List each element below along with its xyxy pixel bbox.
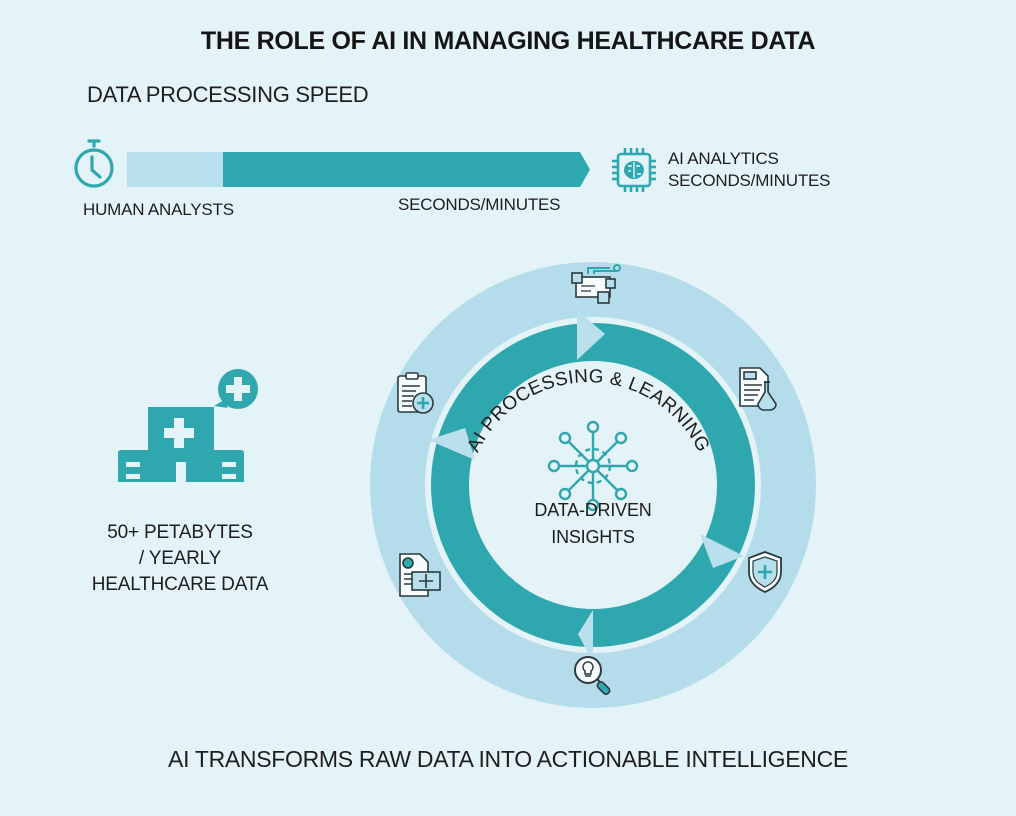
center-insights-label: DATA-DRIVEN INSIGHTS [493,497,693,551]
ai-analytics-duration: SECONDS/MINUTES [668,171,831,190]
human-analysts-label: HUMAN ANALYSTS [83,200,234,219]
cycle-arrow-left [428,428,475,460]
ai-analytics-label: AI ANALYTICS SECONDS/MINUTES [668,148,830,192]
data-volume-subject: HEALTHCARE DATA [91,574,269,595]
cycle-arrow-bottom [578,610,593,662]
bar-duration-label: SECONDS/MINUTES [398,195,561,214]
medical-record-icon [399,553,441,597]
data-volume-amount: 50+ PETABYTES [107,522,253,543]
data-volume-period: / YEARLY [138,548,222,569]
data-volume-stat: 50+ PETABYTES / YEARLY HEALTHCARE DATA [70,520,290,598]
insights-line-1: DATA-DRIVEN [534,500,652,520]
speed-comparison-bar [74,139,656,192]
clipboard-medical-icon [397,372,434,414]
ai-speed-segment [223,152,590,187]
hospital-icon [118,369,258,482]
human-speed-segment [127,152,223,187]
stopwatch-icon [74,139,114,188]
data-integration-icon [571,264,621,304]
insight-search-icon [574,656,611,695]
security-shield-icon [748,551,782,593]
footer-tagline: AI TRANSFORMS RAW DATA INTO ACTIONABLE I… [168,746,848,772]
neural-network-icon [547,420,639,512]
ai-analytics-title: AI ANALYTICS [668,149,779,168]
cycle-arrow-right [700,534,744,568]
cycle-arrow-top [577,310,605,360]
insights-line-2: INSIGHTS [551,527,635,547]
ai-cycle-diagram: AI PROCESSING & LEARNING [370,262,816,708]
lab-report-icon [739,367,777,411]
page-title: THE ROLE OF AI IN MANAGING HEALTHCARE DA… [200,27,816,55]
ai-chip-brain-icon [612,148,656,192]
speed-section-title: DATA PROCESSING SPEED [87,82,369,107]
